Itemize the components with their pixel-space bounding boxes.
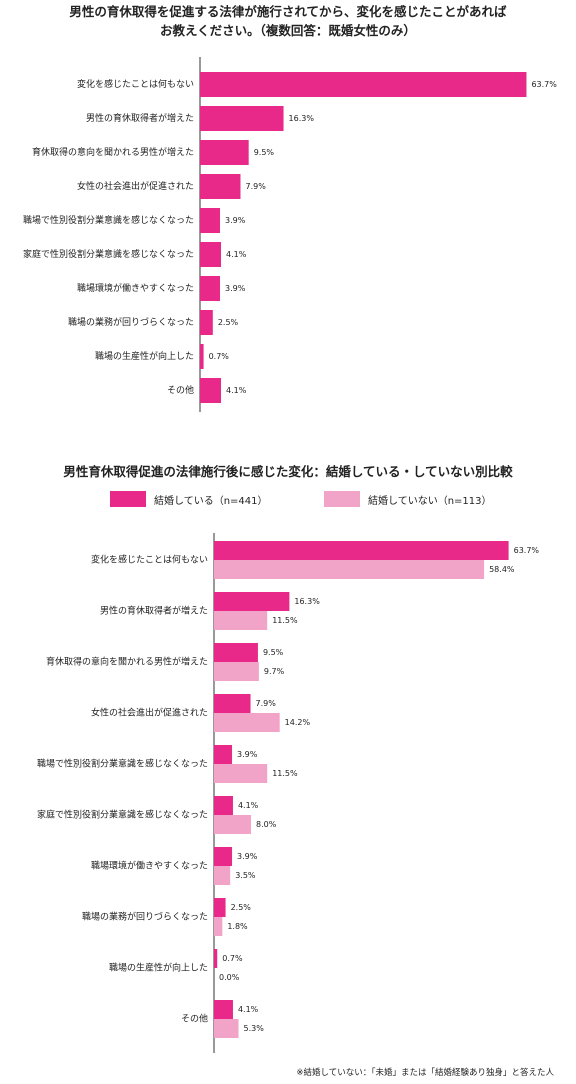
category-label: 職場環境が働きやすくなった [77,282,194,294]
bar-unmarried [214,815,251,834]
value-label: 4.1% [226,386,247,395]
value-label: 8.0% [256,820,277,829]
bar-unmarried [214,1019,239,1038]
bar-married [214,541,509,560]
category-label: 男性の育休取得者が増えた [100,605,208,617]
legend-label-unmarried: 結婚していない（n=113） [368,495,492,507]
value-label: 4.1% [238,1005,259,1014]
bar [200,344,204,369]
value-label: 9.7% [264,667,285,676]
bar [200,106,284,131]
chart1-title-line: 男性の育休取得を促進する法律が施行されてから、変化を感じたことがあれば [69,4,507,19]
bar [200,140,249,165]
category-label: 職場の生産性が向上した [109,962,208,974]
category-label: 変化を感じたことは何もない [91,554,208,566]
category-label: 育休取得の意向を聞かれる男性が増えた [32,146,194,158]
category-label: その他 [167,384,194,396]
value-label: 11.5% [272,769,298,778]
legend-item-married: 結婚している（n=441） [110,491,268,507]
category-label: 変化を感じたことは何もない [77,78,194,90]
legend-swatch-married [110,491,146,507]
category-label: 女性の社会進出が促進された [77,180,194,192]
bar-unmarried [214,917,223,936]
category-label: 職場の業務が回りづらくなった [82,911,208,923]
value-label: 16.3% [289,114,315,123]
bar-married [214,1000,233,1019]
chart2-footnote: ※結婚していない：「未婚」または「結婚経験あり独身」と答えた人 [296,1068,554,1078]
category-label: その他 [181,1013,208,1025]
bar-married [214,898,226,917]
bar [200,174,241,199]
chart1-title: 男性の育休取得を促進する法律が施行されてから、変化を感じたことがあれば お教えくだ… [0,2,576,40]
category-label: 男性の育休取得者が増えた [86,112,194,124]
bar-married [214,949,218,968]
bar [200,310,213,335]
category-label: 育休取得の意向を聞かれる男性が増えた [46,656,208,668]
chart1-title-line: お教えください。（複数回答：既婚女性のみ） [160,23,416,38]
value-label: 0.0% [219,973,240,982]
category-label: 女性の社会進出が促進された [91,707,208,719]
value-label: 16.3% [294,597,320,606]
category-label: 家庭で性別役割分業意識を感じなくなった [37,809,208,821]
legend-swatch-unmarried [324,491,360,507]
value-label: 58.4% [489,565,515,574]
category-label: 職場で性別役割分業意識を感じなくなった [37,758,208,770]
value-label: 3.9% [237,852,258,861]
bar-unmarried [214,713,280,732]
value-label: 63.7% [514,546,540,555]
value-label: 0.7% [222,954,243,963]
value-label: 11.5% [272,616,298,625]
bar [200,208,220,233]
category-label: 職場で性別役割分業意識を感じなくなった [23,214,194,226]
bar-married [214,847,233,866]
value-label: 63.7% [531,80,557,89]
chart2-plot: 変化を感じたことは何もない 63.7% 58.4% 男性の育休取得者が増えた 16.3%… [37,533,540,1053]
bar-married [214,694,251,713]
value-label: 7.9% [256,699,277,708]
bar [200,242,222,267]
value-label: 3.9% [225,284,246,293]
value-label: 2.5% [218,318,239,327]
legend-item-unmarried: 結婚していない（n=113） [324,491,492,507]
value-label: 0.7% [209,352,230,361]
bar-unmarried [214,611,268,630]
category-label: 職場環境が働きやすくなった [91,860,208,872]
bar-married [214,745,233,764]
bar-unmarried [214,764,268,783]
bar [200,72,527,97]
bar-unmarried [214,560,485,579]
value-label: 14.2% [285,718,311,727]
value-label: 4.1% [238,801,259,810]
value-label: 1.8% [227,922,248,931]
bar [200,378,222,403]
value-label: 3.9% [225,216,246,225]
legend-label-married: 結婚している（n=441） [154,495,268,507]
category-label: 職場の業務が回りづらくなった [68,316,194,328]
bar-married [214,796,233,815]
value-label: 4.1% [226,250,247,259]
bar-married [214,592,290,611]
bar-married [214,643,258,662]
value-label: 2.5% [231,903,252,912]
value-label: 9.5% [263,648,284,657]
chart2-title: 男性育休取得促進の法律施行後に感じた変化：結婚している・していない別比較 [63,464,513,479]
value-label: 9.5% [254,148,275,157]
category-label: 職場の生産性が向上した [95,350,194,362]
category-label: 家庭で性別役割分業意識を感じなくなった [23,248,194,260]
value-label: 7.9% [245,182,266,191]
bar [200,276,220,301]
bar-unmarried [214,662,259,681]
value-label: 3.9% [237,750,258,759]
bar-unmarried [214,866,231,885]
chart1-plot: 変化を感じたことは何もない 63.7% 男性の育休取得者が増えた 16.3% 育休取得の… [23,57,557,412]
value-label: 3.5% [235,871,256,880]
value-label: 5.3% [244,1024,265,1033]
